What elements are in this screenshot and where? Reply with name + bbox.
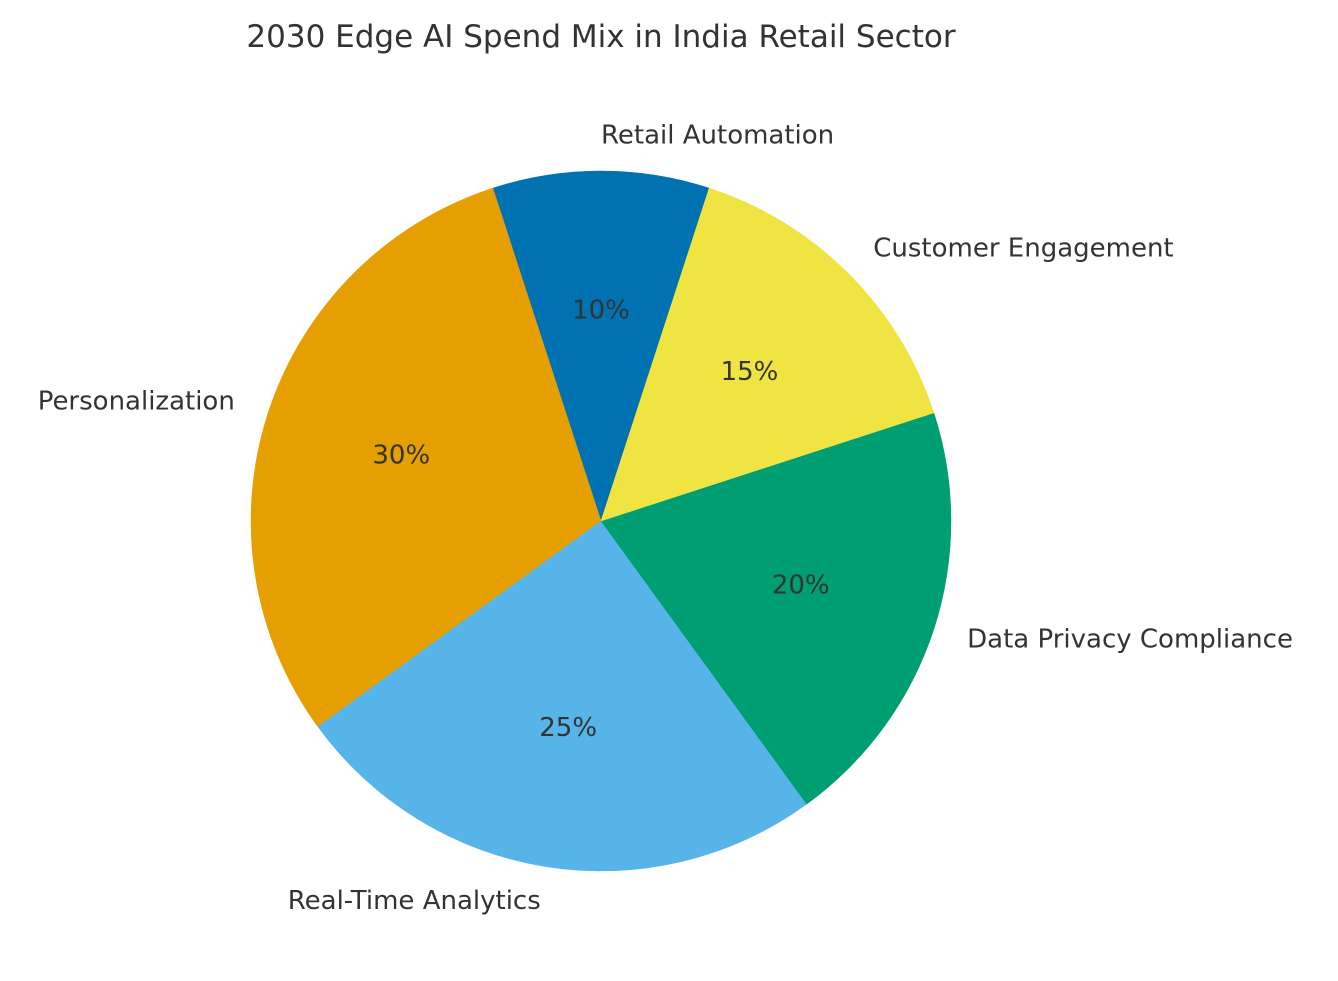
pie-slice-real-time-analytics [317, 520, 808, 872]
slice-label-real-time-analytics: Real-Time Analytics [288, 886, 541, 916]
slice-percent-real-time-analytics: 25% [539, 713, 597, 743]
slice-percent-retail-automation: 10% [572, 296, 630, 326]
chart-title: 2030 Edge AI Spend Mix in India Retail S… [246, 19, 955, 55]
slice-label-retail-automation: Retail Automation [601, 121, 834, 151]
pie-labels: Retail Automation 10% Personalization 30% Re… [38, 121, 1293, 916]
pie-slice-retail-automation [492, 170, 710, 522]
slice-percent-personalization: 30% [372, 441, 430, 471]
slice-label-personalization: Personalization [38, 387, 235, 417]
slice-percent-customer-engagement: 15% [721, 357, 779, 387]
slice-percent-data-privacy-compliance: 20% [772, 570, 830, 600]
pie-slice-data-privacy-compliance [600, 412, 952, 805]
pie-slice-customer-engagement [600, 187, 935, 522]
pie-slices [250, 170, 952, 872]
slice-label-customer-engagement: Customer Engagement [873, 233, 1173, 263]
slice-label-data-privacy-compliance: Data Privacy Compliance [967, 624, 1293, 654]
pie-slice-personalization [250, 187, 602, 728]
